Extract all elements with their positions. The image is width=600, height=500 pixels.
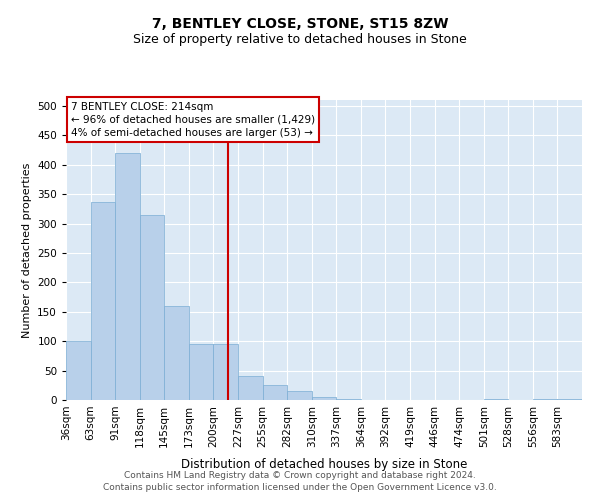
- X-axis label: Distribution of detached houses by size in Stone: Distribution of detached houses by size …: [181, 458, 467, 471]
- Bar: [66, 341, 91, 400]
- Bar: [140, 214, 164, 400]
- Bar: [557, 399, 582, 400]
- Bar: [115, 153, 140, 400]
- Bar: [214, 344, 238, 400]
- Bar: [238, 376, 263, 400]
- Bar: [91, 202, 115, 400]
- Bar: [484, 399, 508, 400]
- Y-axis label: Number of detached properties: Number of detached properties: [22, 162, 32, 338]
- Bar: [164, 306, 189, 400]
- Bar: [189, 344, 214, 400]
- Text: Contains HM Land Registry data © Crown copyright and database right 2024.
Contai: Contains HM Land Registry data © Crown c…: [103, 471, 497, 492]
- Text: 7, BENTLEY CLOSE, STONE, ST15 8ZW: 7, BENTLEY CLOSE, STONE, ST15 8ZW: [152, 18, 448, 32]
- Bar: [312, 397, 336, 400]
- Bar: [263, 386, 287, 400]
- Bar: [287, 391, 312, 400]
- Bar: [336, 399, 361, 400]
- Text: Size of property relative to detached houses in Stone: Size of property relative to detached ho…: [133, 32, 467, 46]
- Text: 7 BENTLEY CLOSE: 214sqm
← 96% of detached houses are smaller (1,429)
4% of semi-: 7 BENTLEY CLOSE: 214sqm ← 96% of detache…: [71, 102, 315, 138]
- Bar: [533, 399, 557, 400]
